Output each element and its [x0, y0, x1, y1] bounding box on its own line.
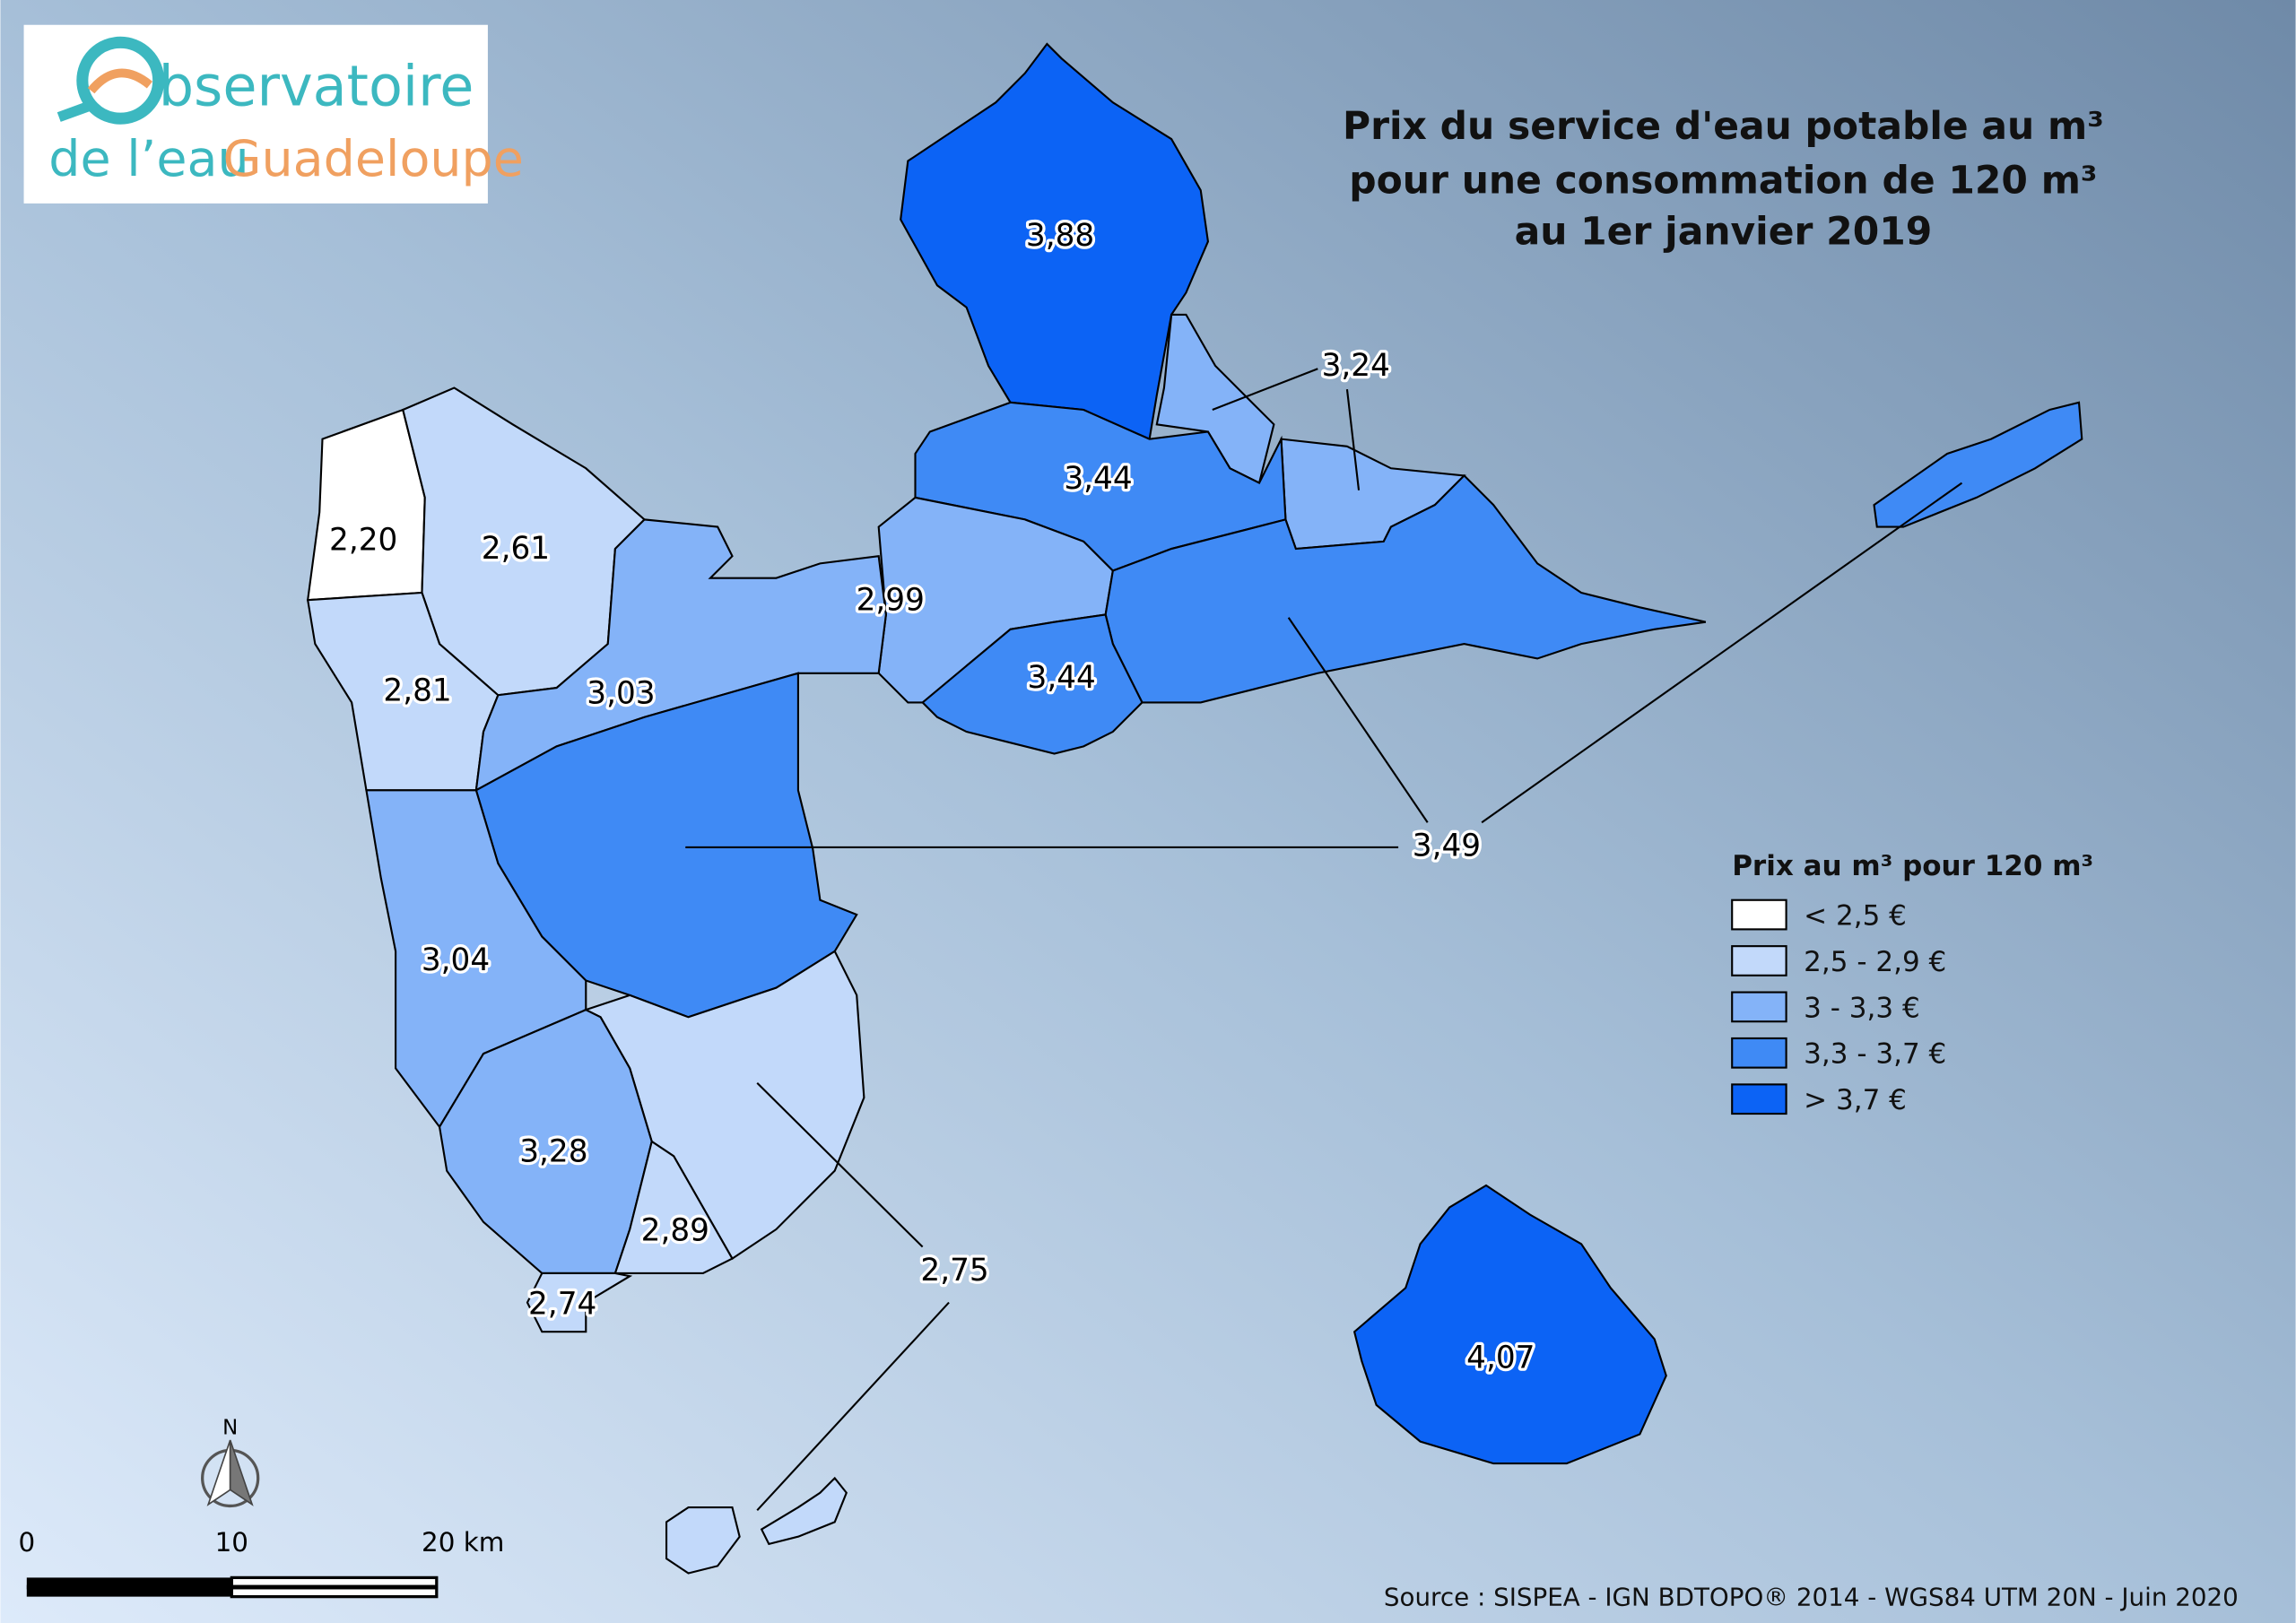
region: [613, 1140, 734, 1274]
region-label: 2,75: [920, 1253, 988, 1289]
leader-line: [1345, 389, 1361, 490]
region: [665, 1506, 741, 1575]
region-label: 3,88: [1026, 218, 1094, 254]
leader-line: [1212, 368, 1318, 411]
north-arrow-right: [229, 1439, 254, 1506]
scale-line: [26, 1584, 437, 1590]
region-label: 3,44: [1064, 461, 1132, 497]
scale-label: 20 km: [422, 1527, 504, 1558]
legend-swatch: [1731, 1083, 1787, 1115]
logo-text: Guadeloupe: [223, 130, 524, 188]
title-line: au 1er janvier 2019: [1515, 211, 1933, 255]
region-label: 3,49: [1413, 828, 1481, 864]
logo-handle: [57, 100, 93, 122]
legend-label: > 3,7 €: [1804, 1084, 1907, 1116]
region-label: 2,89: [641, 1213, 709, 1249]
region-label: 3,28: [519, 1134, 587, 1170]
leader-line: [1287, 617, 1429, 823]
region: [1873, 401, 2083, 528]
region-label: 3,03: [587, 676, 655, 712]
scale-bar: 0 10 20 km: [18, 1527, 504, 1599]
region: [474, 518, 887, 793]
legend-swatch: [1731, 1037, 1787, 1069]
legend-label: 3,3 - 3,7 €: [1804, 1038, 1946, 1071]
logo-text: bservatoire: [159, 54, 474, 119]
region: [526, 1271, 633, 1333]
north-label: N: [222, 1416, 238, 1439]
logo-o: [76, 36, 165, 125]
legend-title: Prix au m³ pour 120 m³: [1732, 850, 2093, 882]
title-line: Prix du service d'eau potable au m³: [1343, 105, 2104, 149]
region: [1352, 1184, 1667, 1465]
region: [306, 408, 426, 602]
region-label: 2,74: [528, 1286, 596, 1322]
region-label: 2,99: [857, 582, 925, 618]
region-labels: 3,88 3,24 3,44 2,99 3,44 3,49 2,20 2,61 2,81 3,03…: [326, 215, 1538, 1379]
leader-line: [756, 1301, 950, 1512]
legend-label: < 2,5 €: [1804, 899, 1907, 932]
legend-swatch: [1731, 898, 1787, 931]
region-label: 2,81: [383, 673, 451, 708]
leader-lines: [685, 368, 1963, 1512]
legend-swatch: [1731, 991, 1787, 1023]
legend-swatch: [1731, 945, 1787, 976]
leader-line: [1481, 482, 1963, 824]
legend-label: 3 - 3,3 €: [1804, 992, 1920, 1024]
title: Prix du service d'eau potable au m³ pour…: [1343, 105, 2104, 255]
region-label: 2,61: [482, 531, 550, 567]
region-label: 2,20: [329, 522, 397, 558]
logo: bservatoire de l’eau Guadeloupe: [23, 24, 524, 204]
region-label: 3,04: [422, 942, 490, 978]
title-line: pour une consommation de 120 m³: [1349, 159, 2097, 203]
scale-label: 10: [215, 1527, 248, 1558]
legend: Prix au m³ pour 120 m³ < 2,5 € 2,5 - 2,9 …: [1731, 850, 2093, 1116]
scale-label: 0: [18, 1527, 35, 1558]
region-label: 4,07: [1466, 1341, 1535, 1376]
north-arrow: N: [201, 1416, 260, 1508]
logo-wave: [87, 68, 153, 94]
leader-line: [756, 1082, 924, 1248]
source: Source : SISPEA - IGN BDTOPO® 2014 - WGS…: [1384, 1582, 2239, 1611]
legend-label: 2,5 - 2,9 €: [1804, 946, 1946, 978]
regions: [306, 42, 2083, 1575]
region: [1104, 473, 1707, 704]
region: [760, 1476, 848, 1546]
region: [921, 613, 1144, 755]
logo-text: de l’eau: [48, 130, 248, 188]
region-label: 3,24: [1322, 348, 1390, 384]
region-label: 3,44: [1028, 660, 1096, 696]
